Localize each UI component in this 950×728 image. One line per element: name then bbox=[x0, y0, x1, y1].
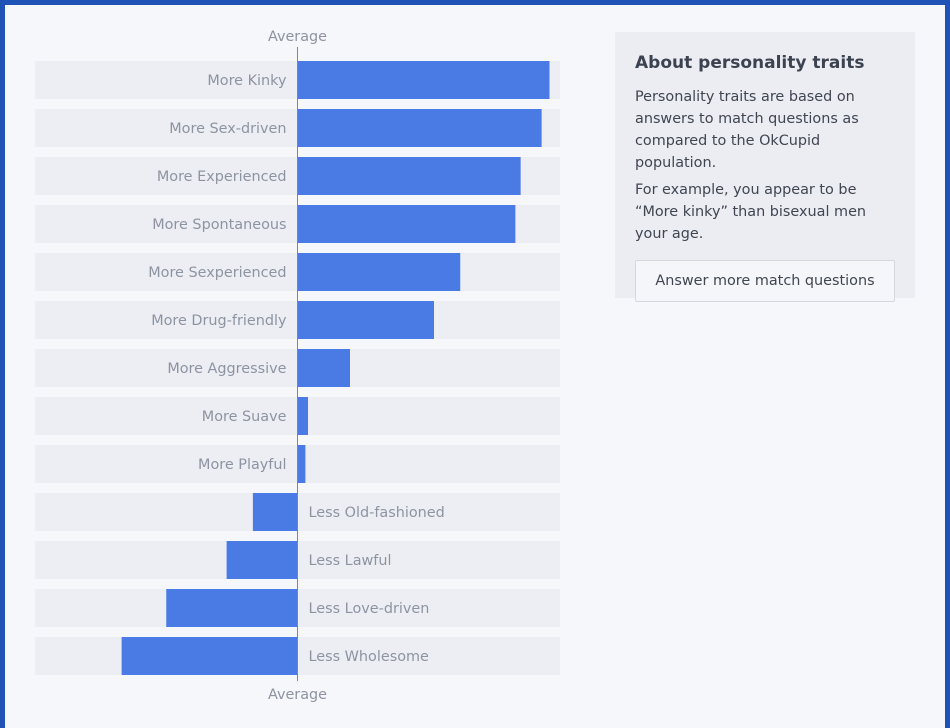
trait-bar-less-love-driven bbox=[166, 589, 298, 627]
trait-bar-more-drug-friendly bbox=[297, 301, 434, 339]
trait-label-more-playful: More Playful bbox=[198, 457, 286, 473]
personality-chart-svg: Average More Kinky More Sex-driven More Exp… bbox=[35, 29, 560, 703]
trait-bar-less-wholesome bbox=[121, 637, 298, 675]
trait-label-less-lawful: Less Lawful bbox=[309, 553, 392, 569]
trait-label-more-sex-driven: More Sex-driven bbox=[169, 121, 286, 137]
trait-bar-more-aggressive bbox=[297, 349, 350, 387]
about-personality-card: About personality traits Personality tra… bbox=[615, 32, 915, 302]
trait-label-more-drug-friendly: More Drug-friendly bbox=[151, 313, 287, 329]
trait-bar-less-lawful bbox=[226, 541, 298, 579]
trait-bar-less-old-fashioned bbox=[252, 493, 298, 531]
trait-bar-more-experienced bbox=[297, 157, 521, 195]
trait-bar-more-sexperienced bbox=[297, 253, 461, 291]
trait-bar-more-sex-driven bbox=[297, 109, 542, 147]
about-personality-description: Personality traits are based on answers … bbox=[635, 89, 859, 171]
personality-chart: Average More Kinky More Sex-driven More Exp… bbox=[35, 25, 560, 715]
trait-bar-more-suave bbox=[297, 397, 308, 435]
trait-label-more-aggressive: More Aggressive bbox=[167, 361, 286, 377]
trait-label-more-spontaneous: More Spontaneous bbox=[152, 217, 286, 233]
average-label-bottom: Average bbox=[268, 687, 327, 703]
trait-label-more-suave: More Suave bbox=[202, 409, 287, 425]
answer-more-match-questions-button[interactable]: Answer more match questions bbox=[635, 260, 895, 302]
trait-bar-more-kinky bbox=[297, 61, 550, 99]
about-personality-example: For example, you appear to be “More kink… bbox=[635, 182, 867, 242]
trait-label-less-old-fashioned: Less Old-fashioned bbox=[309, 505, 445, 521]
trait-bar-more-playful bbox=[297, 445, 306, 483]
average-label-top: Average bbox=[268, 29, 327, 45]
trait-label-less-love-driven: Less Love-driven bbox=[309, 601, 430, 617]
trait-label-less-wholesome: Less Wholesome bbox=[309, 649, 430, 665]
page-frame: Average More Kinky More Sex-driven More Exp… bbox=[5, 5, 945, 728]
trait-label-more-sexperienced: More Sexperienced bbox=[148, 265, 286, 281]
trait-label-more-kinky: More Kinky bbox=[207, 73, 287, 89]
about-personality-title: About personality traits bbox=[635, 53, 865, 73]
trait-label-more-experienced: More Experienced bbox=[157, 169, 287, 185]
trait-bar-more-spontaneous bbox=[297, 205, 516, 243]
